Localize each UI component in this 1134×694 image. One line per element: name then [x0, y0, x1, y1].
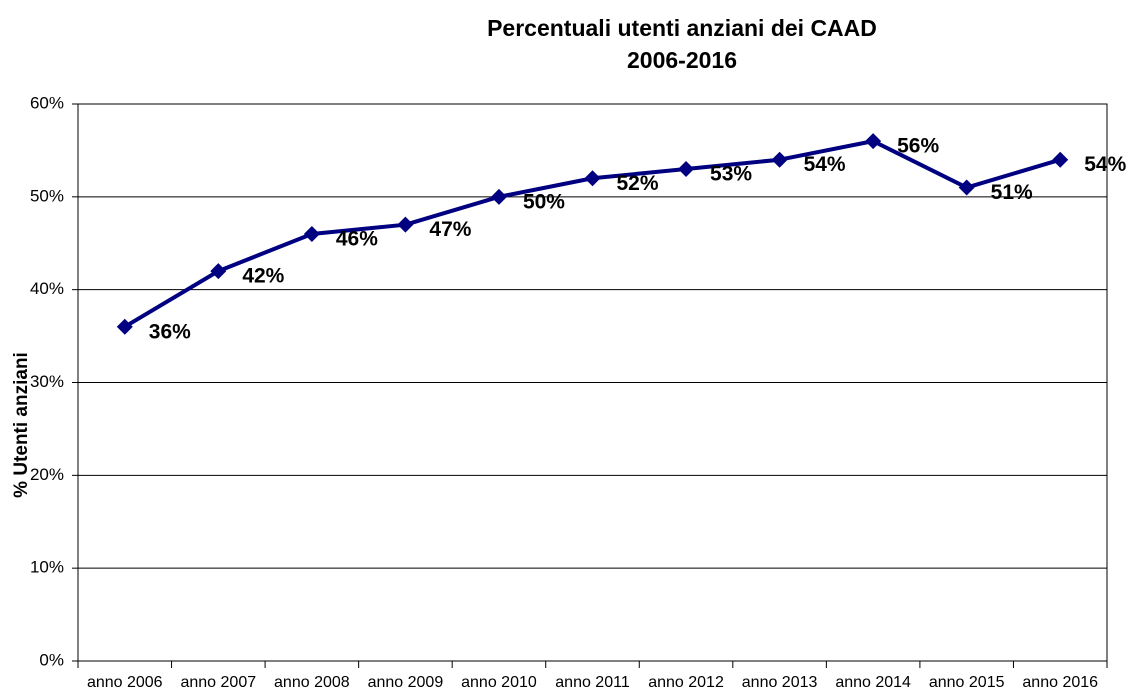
x-tick-label: anno 2016 [1022, 674, 1098, 691]
data-label: 54% [1084, 153, 1126, 176]
data-label: 42% [242, 265, 284, 288]
data-label: 51% [991, 181, 1033, 204]
x-tick-label: anno 2014 [835, 674, 911, 691]
y-tick-label: 0% [39, 650, 64, 669]
data-label: 53% [710, 163, 752, 186]
y-tick-label: 60% [30, 93, 64, 112]
y-tick-label: 30% [30, 372, 64, 391]
data-label: 50% [523, 190, 565, 213]
chart-title: Percentuali utenti anziani dei CAAD [487, 15, 877, 41]
marker [958, 179, 975, 196]
marker [865, 133, 882, 150]
x-tick-label: anno 2007 [180, 674, 256, 691]
y-tick-label: 20% [30, 465, 64, 484]
x-tick-label: anno 2012 [648, 674, 724, 691]
x-tick-label: anno 2011 [555, 674, 630, 691]
x-tick-label: anno 2006 [87, 674, 163, 691]
x-tick-label: anno 2008 [274, 674, 350, 691]
y-axis-label: % Utenti anziani [11, 352, 32, 498]
x-tick-label: anno 2010 [461, 674, 537, 691]
chart-title: 2006-2016 [627, 47, 737, 73]
y-tick-label: 40% [30, 279, 64, 298]
marker [1052, 151, 1069, 168]
data-label: 52% [617, 172, 659, 195]
marker [116, 318, 133, 335]
marker [678, 160, 695, 177]
data-label: 46% [336, 228, 378, 251]
data-label: 47% [429, 218, 471, 241]
x-tick-label: anno 2013 [742, 674, 818, 691]
marker [584, 170, 601, 187]
plot-border [77, 103, 1108, 662]
x-tick-label: anno 2009 [368, 674, 444, 691]
marker [397, 216, 414, 233]
data-label: 54% [804, 153, 846, 176]
marker [490, 188, 507, 205]
marker [303, 225, 320, 242]
y-tick-label: 10% [30, 558, 64, 577]
y-tick-label: 50% [30, 186, 64, 205]
marker [210, 263, 227, 280]
marker [771, 151, 788, 168]
x-tick-label: anno 2015 [929, 674, 1005, 691]
data-label: 56% [897, 135, 939, 158]
data-label: 36% [149, 320, 191, 343]
